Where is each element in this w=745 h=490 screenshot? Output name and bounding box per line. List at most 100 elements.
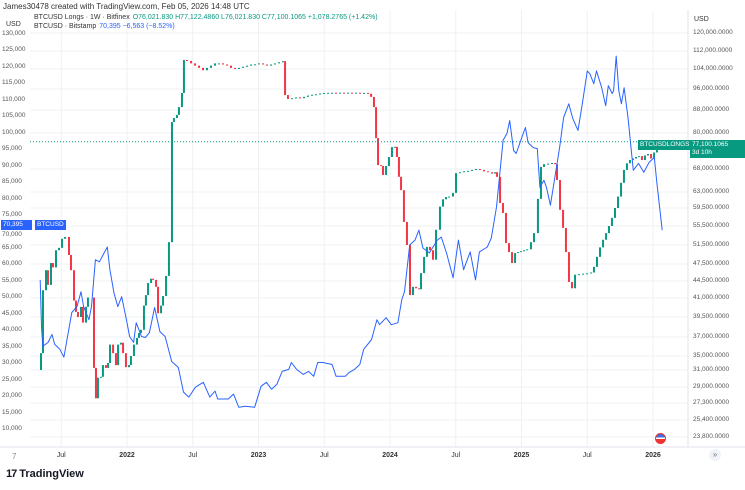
candle [395,146,398,157]
right-axis-tick: 63,000.0000 [693,188,730,195]
candle [44,270,47,291]
candle [458,172,461,174]
candle [112,344,115,354]
left-axis-tick: 40,000 [2,326,22,334]
candle [107,363,110,368]
candle [61,238,64,248]
candle [385,166,388,175]
right-axis-tick: 104,000.0000 [693,65,733,72]
candle [46,270,49,285]
candle [92,297,95,368]
candle [218,63,221,65]
candle [58,247,61,251]
candle [74,300,77,312]
candle [620,182,623,197]
candle [281,61,284,63]
candle [428,246,431,251]
candle [408,245,411,296]
candle [306,95,309,97]
left-axis-tick: 25,000 [2,375,22,383]
right-axis-tick: 47,500.0000 [693,260,730,267]
candle [299,97,302,99]
candle [339,92,342,94]
scroll-to-realtime-button[interactable]: » [709,449,721,461]
candle [117,344,120,366]
candle [539,166,542,199]
right-axis-tick: 31,000.0000 [693,366,730,373]
candle [109,344,112,363]
go-to-date-icon[interactable]: 7 [12,452,17,461]
candle [529,242,532,250]
left-axis-tick: 115,000 [2,79,26,87]
time-axis-tick: Jul [56,452,66,459]
time-axis-tick: Jul [188,452,198,459]
candle [564,227,567,253]
candle [157,286,160,314]
candle [400,176,403,191]
left-axis-tick: 110,000 [2,95,26,103]
candle [382,166,385,175]
candle [205,67,208,71]
candle [405,221,408,245]
candle [448,196,451,198]
us-flag-event-icon[interactable] [655,433,666,444]
candle [493,172,496,174]
candle [377,138,380,166]
candle [165,275,168,297]
candle [101,365,104,377]
left-axis-tick: 55,000 [2,276,22,284]
time-axis-tick: Jul [319,452,329,459]
right-axis-tick: 68,000.0000 [693,165,730,172]
left-axis-tick: 20,000 [2,392,22,400]
candle [370,93,373,97]
tradingview-logo[interactable]: 17 TradingView [6,468,84,480]
candle [180,92,183,108]
candle [463,171,466,173]
legend-btcusd[interactable]: BTCUSD · Bitstamp 70,395 −6,563 (−8.52%) [34,23,175,30]
candle [139,329,142,333]
candle [556,164,559,181]
candle [562,209,565,228]
left-axis-tick: 120,000 [2,62,26,70]
candle [81,306,84,323]
legend-longs-label: BTCUSD Longs · 1W · Bitfinex [34,14,130,21]
candle [625,163,628,170]
candle [445,197,448,200]
candle [380,165,383,167]
candle [466,170,469,172]
candle [617,196,620,208]
candle [266,64,269,66]
candle [319,93,322,95]
candle [76,311,79,317]
candle [501,202,504,213]
candle [595,256,598,267]
right-axis-tick: 35,000.0000 [693,352,730,359]
candle [514,253,517,264]
candle [491,172,494,174]
candle [104,365,107,368]
right-axis-tick: 80,000.0000 [693,129,730,136]
candle [99,376,102,378]
candle [425,246,428,257]
right-axis-tick: 51,500.0000 [693,241,730,248]
right-axis-tick: 88,000.0000 [693,106,730,113]
left-axis-tick: 45,000 [2,309,22,317]
candle [250,64,253,66]
time-axis-tick: Jul [582,452,592,459]
left-axis-tick: 10,000 [2,425,22,432]
candle [225,64,228,66]
candle [230,65,233,68]
candle [198,65,201,68]
legend-longs[interactable]: BTCUSD Longs · 1W · Bitfinex O76,021.830 … [34,14,378,21]
right-axis-tick: 39,500.0000 [693,313,730,320]
candle [640,156,643,160]
candle [162,296,165,306]
candle [261,63,264,65]
btcusd-name-tag: BTCUSD [35,220,66,230]
left-axis-tick: 15,000 [2,408,22,416]
time-axis-tick: Jul [451,452,461,459]
candle [393,146,396,148]
candle [632,158,635,160]
candle [582,273,585,275]
